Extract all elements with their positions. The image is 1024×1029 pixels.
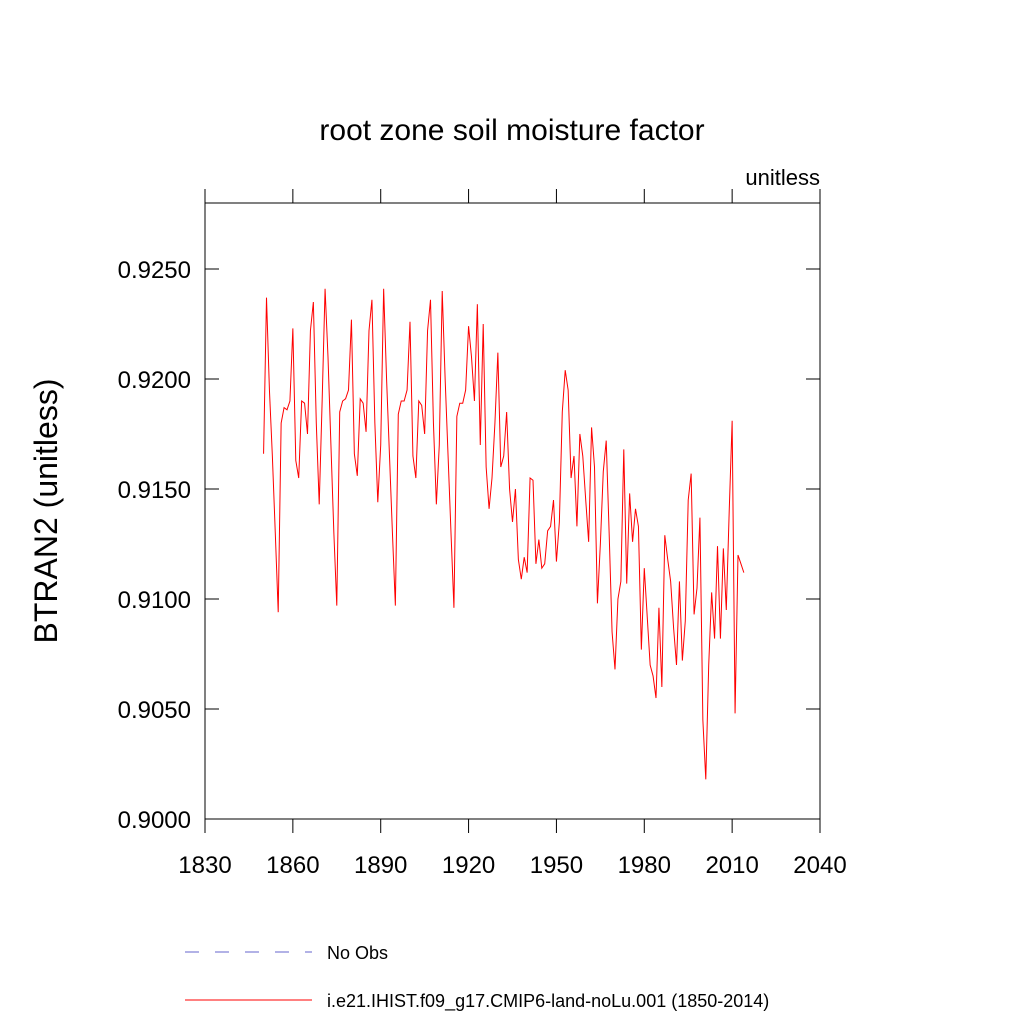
x-tick-label: 2040: [793, 852, 846, 879]
y-tick-label: 0.9200: [118, 367, 191, 394]
y-tick-label: 0.9050: [118, 697, 191, 724]
x-tick-label: 1950: [530, 852, 583, 879]
x-tick-label: 1830: [178, 852, 231, 879]
legend-label: i.e21.IHIST.f09_g17.CMIP6-land-noLu.001 …: [327, 991, 769, 1012]
plot-frame: [204, 202, 821, 820]
chart-title: root zone soil moisture factor: [319, 114, 704, 147]
x-tick-label: 1860: [266, 852, 319, 879]
y-tick-label: 0.9100: [118, 587, 191, 614]
y-tick-label: 0.9150: [118, 477, 191, 504]
y-tick-label: 0.9250: [118, 257, 191, 284]
data-line: [263, 288, 745, 780]
x-tick-label: 1980: [618, 852, 671, 879]
x-tick-label: 1890: [354, 852, 407, 879]
legend-label: No Obs: [327, 943, 388, 963]
y-axis-label: BTRAN2 (unitless): [28, 379, 64, 644]
y-tick-label: 0.9000: [118, 807, 191, 834]
units-label: unitless: [745, 165, 820, 190]
x-tick-label: 2010: [705, 852, 758, 879]
x-tick-label: 1920: [442, 852, 495, 879]
